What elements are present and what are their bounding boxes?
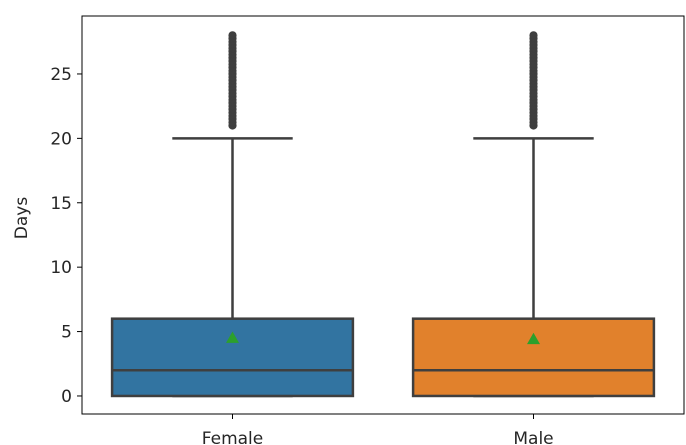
- y-tick-label: 20: [50, 129, 72, 149]
- plot-frame: [81, 15, 685, 415]
- y-tick-label: 15: [50, 194, 72, 214]
- y-tick-label: 0: [61, 387, 72, 407]
- y-tick-label: 25: [50, 65, 72, 85]
- box-female: [110, 31, 355, 398]
- iqr-box: [411, 317, 656, 398]
- y-tick-label: 10: [50, 258, 72, 278]
- plot-area: [81, 15, 685, 415]
- iqr-box: [110, 317, 355, 398]
- mean-marker: [226, 331, 239, 343]
- outlier-point: [228, 31, 237, 40]
- y-axis-label: Days: [12, 197, 32, 240]
- box-male: [411, 31, 656, 398]
- x-tick-label: Female: [202, 429, 263, 445]
- outlier-point: [529, 31, 538, 40]
- mean-marker: [527, 332, 540, 345]
- y-tick-label: 5: [61, 323, 72, 343]
- x-axis: Female Male: [202, 414, 554, 445]
- x-tick-label: Male: [513, 429, 553, 445]
- y-axis: 0 5 10 15 20 25: [50, 65, 82, 407]
